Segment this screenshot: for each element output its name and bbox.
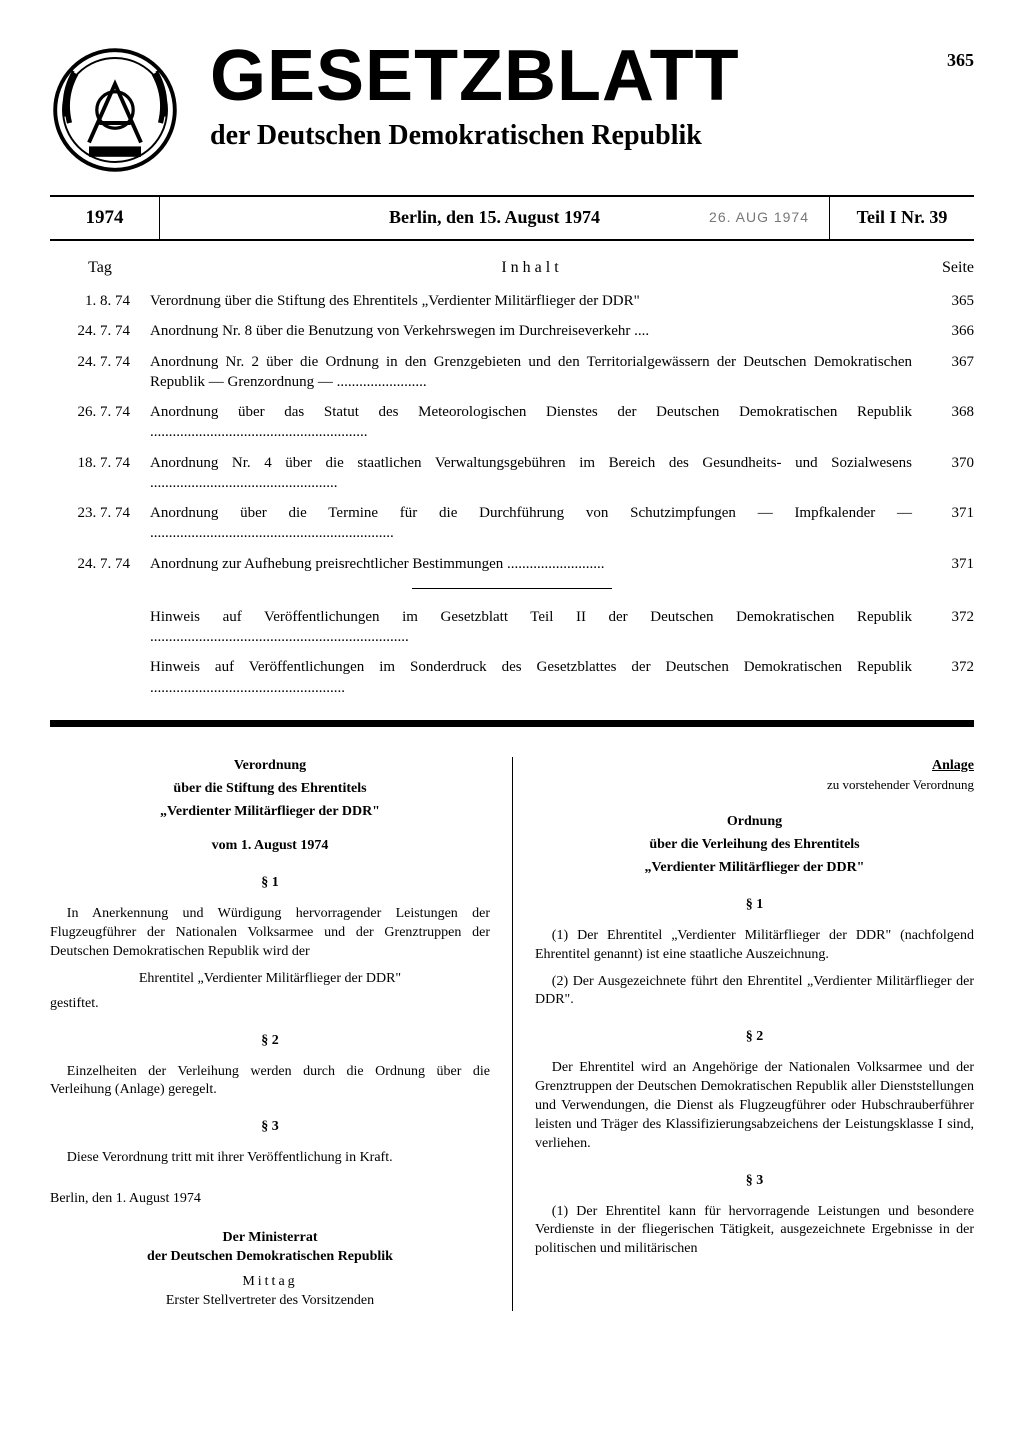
sig-role: Erster Stellvertreter des Vorsitzenden	[50, 1292, 490, 1311]
toc-date	[50, 607, 150, 648]
body-columns: Verordnung über die Stiftung des Ehrenti…	[50, 757, 974, 1311]
issue-date: Berlin, den 15. August 1974 26. AUG 1974	[160, 197, 829, 239]
ordnung-title-2: über die Verleihung des Ehrentitels	[535, 836, 974, 855]
toc-title: Anordnung Nr. 2 über die Ordnung in den …	[150, 352, 924, 393]
ordinance-title-1: Verordnung	[50, 757, 490, 776]
receipt-stamp: 26. AUG 1974	[709, 209, 809, 225]
issue-part: Teil I Nr. 39	[829, 197, 974, 239]
masthead: 365 GESETZBLATT der Deutschen Demokratis…	[50, 40, 974, 175]
ordinance-title-3: „Verdienter Militärflieger der DDR"	[50, 803, 490, 822]
table-of-contents: Tag Inhalt Seite 1. 8. 74Verordnung über…	[50, 259, 974, 698]
toc-row: 23. 7. 74Anordnung über die Termine für …	[50, 503, 974, 544]
toc-date: 26. 7. 74	[50, 402, 150, 443]
issue-year: 1974	[50, 197, 160, 239]
toc-date	[50, 657, 150, 698]
toc-date: 18. 7. 74	[50, 453, 150, 494]
toc-title: Anordnung über die Termine für die Durch…	[150, 503, 924, 544]
toc-ref-row: Hinweis auf Veröffentlichungen im Gesetz…	[50, 607, 974, 648]
toc-date: 24. 7. 74	[50, 554, 150, 574]
ordinance-date: vom 1. August 1974	[50, 837, 490, 856]
ordnung-title-3: „Verdienter Militärflieger der DDR"	[535, 859, 974, 878]
para: Einzelheiten der Verleihung werden durch…	[50, 1063, 490, 1101]
section-rule	[50, 720, 974, 727]
toc-page: 366	[924, 321, 974, 341]
section-3: § 3	[50, 1118, 490, 1137]
toc-date: 23. 7. 74	[50, 503, 150, 544]
toc-title: Verordnung über die Stiftung des Ehrenti…	[150, 291, 924, 311]
para: Der Ehrentitel wird an Angehörige der Na…	[535, 1059, 974, 1153]
left-column: Verordnung über die Stiftung des Ehrenti…	[50, 757, 512, 1311]
sig-name: Mittag	[50, 1273, 490, 1292]
toc-date: 24. 7. 74	[50, 352, 150, 393]
toc-row: 24. 7. 74Anordnung Nr. 2 über die Ordnun…	[50, 352, 974, 393]
toc-title: Anordnung zur Aufhebung preisrechtlicher…	[150, 554, 924, 574]
page-number: 365	[947, 50, 974, 71]
toc-title: Anordnung Nr. 8 über die Benutzung von V…	[150, 321, 924, 341]
toc-ref-row: Hinweis auf Veröffentlichungen im Sonder…	[50, 657, 974, 698]
toc-divider	[412, 588, 612, 589]
toc-title: Anordnung über das Statut des Meteorolog…	[150, 402, 924, 443]
section-1: § 1	[50, 874, 490, 893]
para: (1) Der Ehrentitel kann für hervorragend…	[535, 1203, 974, 1260]
anlage-heading: Anlage	[535, 757, 974, 776]
toc-header-tag: Tag	[50, 259, 150, 277]
anlage-subheading: zu vorstehender Verordnung	[535, 776, 974, 794]
sig-line: der Deutschen Demokratischen Republik	[50, 1248, 490, 1267]
toc-title: Hinweis auf Veröffentlichungen im Gesetz…	[150, 607, 924, 648]
toc-title: Anordnung Nr. 4 über die staatlichen Ver…	[150, 453, 924, 494]
toc-page: 367	[924, 352, 974, 393]
para: In Anerkennung und Würdigung hervorragen…	[50, 905, 490, 962]
signature-block: Der Ministerrat der Deutschen Demokratis…	[50, 1229, 490, 1311]
toc-date: 1. 8. 74	[50, 291, 150, 311]
ddr-emblem-icon	[50, 45, 180, 175]
honor-title-line: Ehrentitel „Verdienter Militärflieger de…	[50, 970, 490, 989]
issue-bar: 1974 Berlin, den 15. August 1974 26. AUG…	[50, 195, 974, 241]
toc-header-inhalt: Inhalt	[150, 259, 914, 277]
toc-title: Hinweis auf Veröffentlichungen im Sonder…	[150, 657, 924, 698]
toc-page: 372	[924, 657, 974, 698]
toc-page: 370	[924, 453, 974, 494]
toc-page: 371	[924, 554, 974, 574]
main-title: GESETZBLATT	[210, 40, 974, 112]
ordinance-title-2: über die Stiftung des Ehrentitels	[50, 780, 490, 799]
toc-date: 24. 7. 74	[50, 321, 150, 341]
para: gestiftet.	[50, 995, 490, 1014]
ordnung-title-1: Ordnung	[535, 813, 974, 832]
para: (2) Der Ausgezeichnete führt den Ehrenti…	[535, 973, 974, 1011]
toc-row: 18. 7. 74Anordnung Nr. 4 über die staatl…	[50, 453, 974, 494]
section-2: § 2	[535, 1028, 974, 1047]
issue-date-text: Berlin, den 15. August 1974	[389, 207, 600, 227]
section-3: § 3	[535, 1172, 974, 1191]
toc-page: 372	[924, 607, 974, 648]
toc-row: 24. 7. 74Anordnung zur Aufhebung preisre…	[50, 554, 974, 574]
section-1: § 1	[535, 896, 974, 915]
sig-line: Der Ministerrat	[50, 1229, 490, 1248]
place-date: Berlin, den 1. August 1974	[50, 1190, 490, 1209]
toc-row: 24. 7. 74Anordnung Nr. 8 über die Benutz…	[50, 321, 974, 341]
toc-page: 368	[924, 402, 974, 443]
toc-page: 371	[924, 503, 974, 544]
toc-header-seite: Seite	[914, 259, 974, 277]
subtitle: der Deutschen Demokratischen Republik	[210, 120, 974, 152]
para: Diese Verordnung tritt mit ihrer Veröffe…	[50, 1149, 490, 1168]
para: (1) Der Ehrentitel „Verdienter Militärfl…	[535, 927, 974, 965]
toc-row: 26. 7. 74Anordnung über das Statut des M…	[50, 402, 974, 443]
right-column: Anlage zu vorstehender Verordnung Ordnun…	[512, 757, 974, 1311]
section-2: § 2	[50, 1032, 490, 1051]
toc-page: 365	[924, 291, 974, 311]
toc-row: 1. 8. 74Verordnung über die Stiftung des…	[50, 291, 974, 311]
